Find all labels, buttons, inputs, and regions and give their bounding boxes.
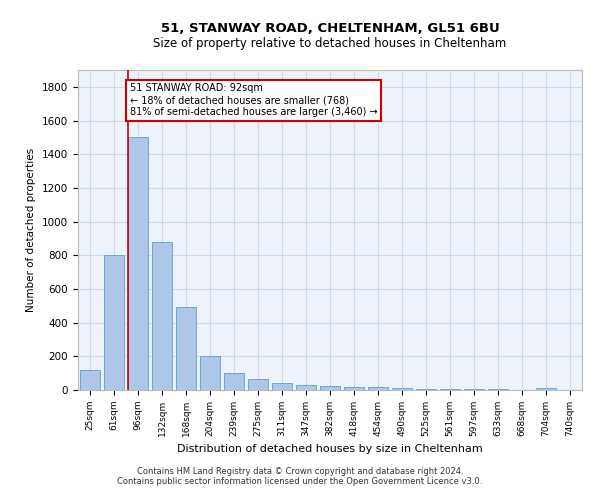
Text: 51 STANWAY ROAD: 92sqm
← 18% of detached houses are smaller (768)
81% of semi-de: 51 STANWAY ROAD: 92sqm ← 18% of detached…: [130, 84, 377, 116]
Bar: [440, 389, 460, 390]
Bar: [368, 388, 388, 390]
Bar: [416, 389, 436, 390]
Text: 51, STANWAY ROAD, CHELTENHAM, GL51 6BU: 51, STANWAY ROAD, CHELTENHAM, GL51 6BU: [161, 22, 499, 36]
Bar: [152, 242, 172, 390]
Y-axis label: Number of detached properties: Number of detached properties: [26, 148, 37, 312]
Bar: [176, 308, 196, 390]
Bar: [248, 379, 268, 390]
Bar: [392, 388, 412, 390]
Text: Contains HM Land Registry data © Crown copyright and database right 2024.: Contains HM Land Registry data © Crown c…: [137, 467, 463, 476]
Bar: [296, 385, 316, 390]
Bar: [272, 383, 292, 390]
Bar: [224, 373, 244, 390]
Bar: [128, 138, 148, 390]
Text: Contains public sector information licensed under the Open Government Licence v3: Contains public sector information licen…: [118, 477, 482, 486]
X-axis label: Distribution of detached houses by size in Cheltenham: Distribution of detached houses by size …: [177, 444, 483, 454]
Bar: [320, 386, 340, 390]
Text: Size of property relative to detached houses in Cheltenham: Size of property relative to detached ho…: [154, 38, 506, 51]
Bar: [536, 388, 556, 390]
Bar: [344, 386, 364, 390]
Bar: [200, 356, 220, 390]
Bar: [104, 256, 124, 390]
Bar: [80, 370, 100, 390]
